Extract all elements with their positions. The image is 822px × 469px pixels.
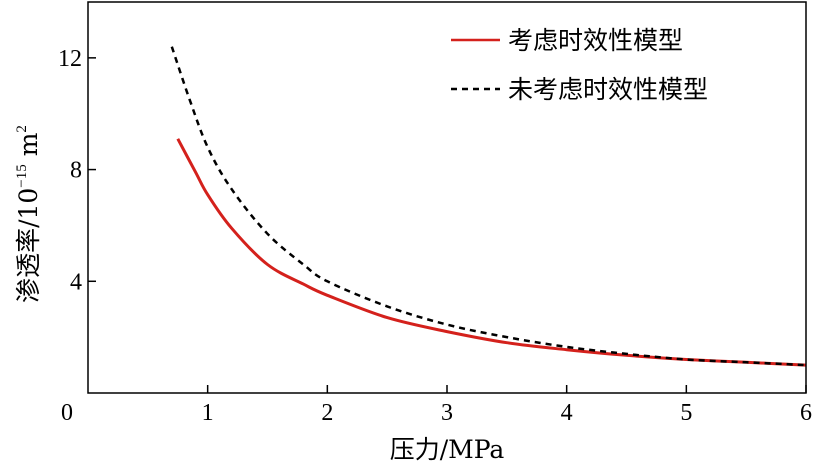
x-tick-label: 1 [202, 400, 214, 426]
y-tick-label: 4 [70, 269, 82, 295]
y-axis-title-exponent: −15 [14, 164, 30, 187]
x-tick-label: 2 [321, 400, 333, 426]
y-tick-label: 12 [58, 46, 82, 72]
legend: 考虑时效性模型 未考虑时效性模型 [451, 26, 708, 104]
x-tick-label: 6 [800, 400, 812, 426]
y-axis-title-unit-power: 2 [14, 125, 30, 133]
y-axis-title: 渗透率/10−15 m2 [14, 125, 43, 303]
y-axis-title-unit: m [14, 132, 43, 164]
y-axis-title-main: 渗透率/10 [14, 188, 43, 303]
x-tick-label: 5 [680, 400, 692, 426]
origin-label: 0 [61, 400, 73, 426]
legend-label-considering-time-effect: 考虑时效性模型 [508, 26, 683, 55]
series-line-not-considering-time-effect [170, 46, 807, 367]
y-tick-label: 8 [70, 158, 82, 184]
x-tick-label: 3 [441, 400, 453, 426]
legend-label-not-considering-time-effect: 未考虑时效性模型 [508, 75, 708, 104]
series-layer [170, 46, 807, 367]
x-axis-title: 压力/MPa [390, 435, 505, 464]
x-tick-label: 4 [561, 400, 573, 426]
